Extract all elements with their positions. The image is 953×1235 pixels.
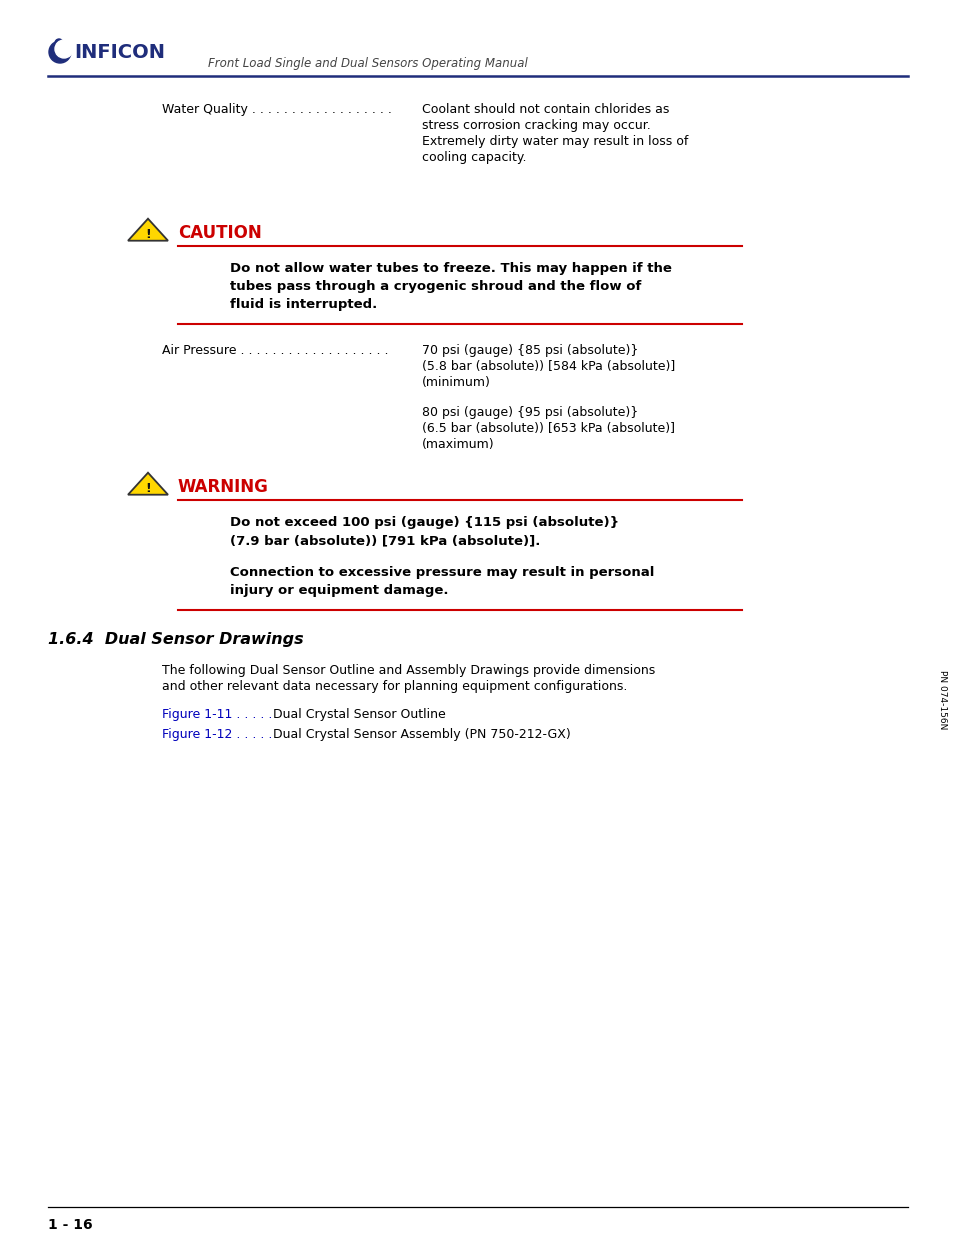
Text: Figure 1-11 . . . . .: Figure 1-11 . . . . .: [162, 708, 273, 721]
Text: The following Dual Sensor Outline and Assembly Drawings provide dimensions: The following Dual Sensor Outline and As…: [162, 664, 655, 677]
Circle shape: [55, 40, 73, 58]
Text: and other relevant data necessary for planning equipment configurations.: and other relevant data necessary for pl…: [162, 680, 627, 693]
Circle shape: [55, 40, 63, 47]
Text: Coolant should not contain chlorides as: Coolant should not contain chlorides as: [421, 103, 669, 116]
Text: fluid is interrupted.: fluid is interrupted.: [230, 298, 376, 311]
Text: Air Pressure . . . . . . . . . . . . . . . . . . .: Air Pressure . . . . . . . . . . . . . .…: [162, 345, 388, 357]
Text: stress corrosion cracking may occur.: stress corrosion cracking may occur.: [421, 119, 650, 132]
Text: (maximum): (maximum): [421, 438, 494, 451]
Text: (7.9 bar (absolute)) [791 kPa (absolute)].: (7.9 bar (absolute)) [791 kPa (absolute)…: [230, 534, 539, 547]
Text: !: !: [145, 483, 151, 495]
Polygon shape: [128, 473, 168, 495]
Text: Do not allow water tubes to freeze. This may happen if the: Do not allow water tubes to freeze. This…: [230, 262, 671, 275]
Text: Front Load Single and Dual Sensors Operating Manual: Front Load Single and Dual Sensors Opera…: [208, 57, 527, 69]
Text: Dual Crystal Sensor Assembly (PN 750-212-GX): Dual Crystal Sensor Assembly (PN 750-212…: [265, 727, 570, 741]
Circle shape: [49, 41, 71, 63]
Text: CAUTION: CAUTION: [178, 224, 261, 242]
Text: injury or equipment damage.: injury or equipment damage.: [230, 584, 448, 597]
Text: (minimum): (minimum): [421, 375, 491, 389]
Text: cooling capacity.: cooling capacity.: [421, 151, 526, 164]
Text: Do not exceed 100 psi (gauge) {115 psi (absolute)}: Do not exceed 100 psi (gauge) {115 psi (…: [230, 516, 618, 529]
Text: Figure 1-12 . . . . .: Figure 1-12 . . . . .: [162, 727, 273, 741]
Text: 1 - 16: 1 - 16: [48, 1218, 92, 1233]
Text: Extremely dirty water may result in loss of: Extremely dirty water may result in loss…: [421, 135, 688, 148]
Text: INFICON: INFICON: [74, 42, 165, 62]
Text: Connection to excessive pressure may result in personal: Connection to excessive pressure may res…: [230, 566, 654, 579]
Text: (5.8 bar (absolute)) [584 kPa (absolute)]: (5.8 bar (absolute)) [584 kPa (absolute)…: [421, 359, 675, 373]
Text: !: !: [145, 228, 151, 242]
Text: 70 psi (gauge) {85 psi (absolute)}: 70 psi (gauge) {85 psi (absolute)}: [421, 345, 638, 357]
Text: Water Quality . . . . . . . . . . . . . . . . . .: Water Quality . . . . . . . . . . . . . …: [162, 103, 392, 116]
Text: 1.6.4  Dual Sensor Drawings: 1.6.4 Dual Sensor Drawings: [48, 632, 303, 647]
Text: Dual Crystal Sensor Outline: Dual Crystal Sensor Outline: [265, 708, 445, 721]
Text: PN 074-156N: PN 074-156N: [938, 671, 946, 730]
Text: tubes pass through a cryogenic shroud and the flow of: tubes pass through a cryogenic shroud an…: [230, 280, 640, 293]
Text: WARNING: WARNING: [178, 478, 269, 496]
Text: 80 psi (gauge) {95 psi (absolute)}: 80 psi (gauge) {95 psi (absolute)}: [421, 406, 638, 419]
Text: (6.5 bar (absolute)) [653 kPa (absolute)]: (6.5 bar (absolute)) [653 kPa (absolute)…: [421, 422, 675, 435]
Polygon shape: [128, 219, 168, 241]
